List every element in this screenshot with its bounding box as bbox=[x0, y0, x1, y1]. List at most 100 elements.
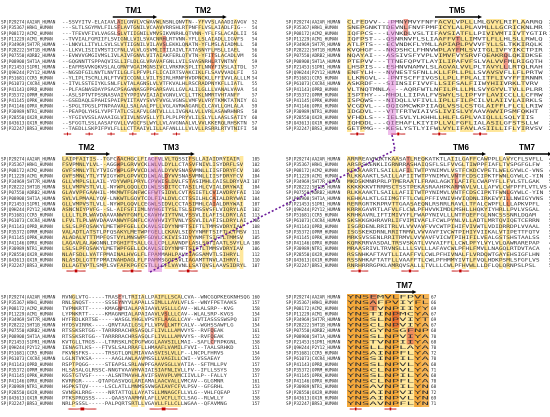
sequence-row: VALADTLATSTLPFQSAKYLMETWPFGELLCKAVLSIDYY… bbox=[62, 229, 247, 235]
position-number: 67 bbox=[431, 295, 437, 301]
sequence-row: --EVWVVGMGIVMSLIVLAIVFGNVLVITAIAKFERLQTV… bbox=[62, 53, 244, 59]
sequence-row: FKVNSFKS-----TRSGTLQRLMIAVAASVISLVLLF--L… bbox=[62, 351, 224, 357]
position-number: 58 bbox=[252, 109, 258, 115]
sequence-name: SP|P07550|ADRB2_HUMAN bbox=[1, 190, 56, 196]
position-number: 151 bbox=[252, 345, 260, 351]
motif-band bbox=[148, 157, 162, 272]
sequence-name: SP|P11229|ACM1_HUMAN bbox=[1, 173, 53, 179]
sequence-row: YNSSLNPVIYA bbox=[347, 334, 430, 340]
conservation-column bbox=[126, 156, 131, 269]
sequence-name: SP|P28550|OX2R_HUMAN bbox=[1, 390, 53, 396]
sequence-name: SP|P35372|OPRM_HUMAN bbox=[286, 229, 338, 235]
sequence-name: SP|P35367|HRH1_HUMAN bbox=[286, 25, 338, 31]
sequence-row: KRHKAVRLIFTIMIVYFLFWAPYNIVLLLNTFQEFFGLNN… bbox=[347, 213, 536, 219]
sequence-row: RNRHRRRGPKLAMRQVSALLLTVLLLCWLPFHVWLLLDFL… bbox=[347, 263, 536, 269]
sequence-row: GVFSMNLYTLYTVIGYWPLGPVVCDLWLALDYVVSNASVM… bbox=[62, 173, 244, 179]
sequence-row: YNSAINPVLYN bbox=[347, 395, 430, 401]
conservation-column bbox=[160, 294, 165, 407]
sequence-name: SP|P07550|ADRB2_HUMAN bbox=[286, 190, 341, 196]
sequence-name: SP|P32247|BRS3_HUMAN bbox=[286, 263, 338, 269]
position-number: 154 bbox=[252, 351, 260, 357]
sequence-name: SP|Q9H244|P2Y12_HUMAN bbox=[286, 345, 341, 351]
conservation-column bbox=[164, 156, 169, 269]
conservation-column bbox=[146, 19, 150, 132]
sequence-name: SP|P61073|CXCR4_HUMAN bbox=[1, 218, 56, 224]
highlight-cell bbox=[211, 52, 215, 70]
sequence-name: SP|P41146|OPRX_HUMAN bbox=[286, 241, 338, 247]
position-number: 111 bbox=[252, 229, 260, 235]
position-number: 54 bbox=[252, 36, 258, 42]
conservation-column bbox=[185, 19, 189, 132]
position-number: 107 bbox=[252, 263, 260, 269]
sequence-row: --LLKVLISIIVMSTICFNLLVLVLGSVMLITIIAIVLTA… bbox=[62, 48, 241, 54]
sequence-row: --LNKVLLITVLLSVLSLVTIIGNILVILAVSLEKKLQNA… bbox=[62, 42, 244, 48]
sequence-row: YNSTVNPIIYA bbox=[347, 339, 430, 345]
conservation-column bbox=[202, 156, 206, 269]
sequence-row: KVRRGR-----QTAPGASVQGLARIAMALAACVALLVMCA… bbox=[62, 379, 224, 385]
position-number: 55 bbox=[252, 81, 258, 87]
sequence-name: SP|P29274|AA2AR_HUMAN bbox=[286, 157, 341, 163]
sequence-name: SP|P41145|OPRK_HUMAN bbox=[286, 373, 338, 379]
conservation-column bbox=[360, 19, 365, 132]
highlight-cell bbox=[454, 172, 459, 190]
position-number: 113 bbox=[252, 213, 260, 219]
conservation-column bbox=[384, 294, 392, 407]
tm-label: TM6 bbox=[453, 143, 470, 152]
conservation-column bbox=[211, 19, 215, 132]
sequence-name: SP|P28222|5HT1B_HUMAN bbox=[286, 185, 341, 191]
sequence-row: YNSAVNPILYN bbox=[347, 384, 430, 390]
conservation-column bbox=[450, 156, 455, 269]
sequence-row: VCGDVL---DQIGMCWKPIIAQLVSSLCSTGLAIFFLFLC… bbox=[347, 104, 543, 110]
sequence-name: SP|P21453|S1PR1_HUMAN bbox=[1, 201, 56, 207]
sequence-row: RERRGRTKRPRVTTGAASAEQNLRSRRLRAVLLTFALCWP… bbox=[347, 201, 540, 207]
sequence-row: KVQHGF---NKDSHCLFHNVWPLAYFMLSVITGLIVFYIK… bbox=[347, 48, 543, 54]
sequence-row: IQFPST---QSNRNVFLSLIAAFFVTLLIMVTLFLLHLSL… bbox=[347, 36, 543, 42]
sequence-row: YNSLLNPLAYA bbox=[347, 345, 430, 351]
sequence-name: SP|O43613|OX1R_HUMAN bbox=[1, 257, 53, 263]
sequence-row: --EAFMSVVKQKVSLALGMVFVGAIMGNSIVCLVRKRKSP… bbox=[62, 64, 247, 70]
sequence-name: SP|P35372|OPRM_HUMAN bbox=[286, 92, 338, 98]
sequence-row: ISGSKEKDRNLRRITRMVLVVVAVFIVCWTPIHIYVIIKA… bbox=[347, 229, 540, 235]
position-number: 72 bbox=[431, 390, 437, 396]
conservation-column bbox=[103, 156, 107, 269]
conservation-column bbox=[120, 156, 124, 269]
sequence-name: SP|P08172|ACM2_HUMAN bbox=[286, 31, 338, 37]
conservation-column bbox=[486, 19, 491, 132]
sequence-name: SP|P28550|OX2R_HUMAN bbox=[1, 115, 53, 121]
tm-label: TM7 bbox=[396, 281, 413, 290]
sequence-row: --YLIPLTSCRLLNLFTVVICCGNLLVILTSIRLHRNFHV… bbox=[62, 76, 251, 82]
position-number: 56 bbox=[252, 48, 258, 54]
position-number: 68 bbox=[431, 339, 437, 345]
sequence-row: ARSRSKENKLIGRNRRASHAIQSFLSLFVVGLTIWPPFIA… bbox=[347, 162, 540, 168]
highlight-cell bbox=[406, 156, 411, 173]
highlight-cell bbox=[210, 327, 214, 345]
sequence-name: SP|Q9H244|P2Y12_HUMAN bbox=[286, 70, 341, 76]
conservation-column bbox=[136, 19, 140, 132]
conservation-column bbox=[65, 156, 70, 269]
sequence-name: SP|O43613|OX1R_HUMAN bbox=[286, 120, 338, 126]
conservation-column bbox=[120, 19, 124, 132]
sequence-row: RVNGLVTG-----TRASEYLTRIIALLPAIFLLSCALCVA… bbox=[62, 295, 251, 301]
sequence-name: SP|P21453|S1PR1_HUMAN bbox=[1, 339, 56, 345]
conservation-column bbox=[506, 156, 511, 269]
sequence-row: KQRKRRVASDALTRSVSKATLVVVAIFFLLCWLPFYLVYL… bbox=[347, 241, 540, 247]
sequence-name: SP|P08172|ACM2_HUMAN bbox=[1, 168, 53, 174]
sequence-name: SP|P41143|OPRD_HUMAN bbox=[1, 224, 53, 230]
sequence-name: SP|P32247|BRS3_HUMAN bbox=[1, 401, 53, 407]
conservation-column bbox=[469, 156, 474, 269]
position-number: 157 bbox=[252, 390, 260, 396]
conservation-column bbox=[395, 156, 400, 269]
position-number: 157 bbox=[252, 401, 260, 407]
sequence-name: SP|P30989|NTR1_HUMAN bbox=[1, 384, 53, 390]
sequence-row: MRKSVSSENLRRITRMVLVVVAVFVICWTPIHIFILVEAL… bbox=[347, 235, 540, 241]
sequence-row: HGPKSTQV-----LSCLATLLMNMSSVWGAIAVFCFVLPS… bbox=[62, 384, 224, 390]
sequence-row: CLFEDVV---PMNYMVYFNFFACVLVPLLLMLGVYLRIFL… bbox=[347, 20, 543, 26]
position-number: 154 bbox=[252, 323, 260, 329]
conservation-column bbox=[140, 156, 145, 269]
sequence-row: YNSAFPVIYFL bbox=[347, 300, 430, 306]
position-number: 59 bbox=[252, 59, 258, 65]
conservation-column bbox=[421, 294, 430, 407]
sequence-row: KRRKGAVRTLAFVLFLCWLPFHVVKIMDLMSHLLHQKYIY… bbox=[347, 207, 540, 213]
position-number: 110 bbox=[252, 257, 260, 263]
conservation-column bbox=[123, 156, 128, 269]
